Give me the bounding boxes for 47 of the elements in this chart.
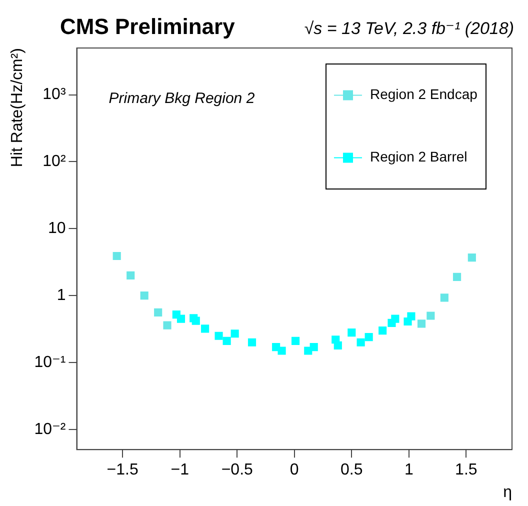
x-tick-label: 0.5	[340, 462, 363, 479]
legend-label: Region 2 Barrel	[370, 148, 468, 165]
point	[163, 321, 172, 330]
point	[364, 333, 373, 342]
x-tick-label: −1.5	[106, 462, 138, 479]
y-axis-title: Hit Rate(Hz/cm²)	[9, 48, 26, 168]
point	[214, 332, 223, 340]
point	[126, 271, 135, 280]
x-axis-title: η	[503, 484, 512, 501]
point	[140, 292, 148, 300]
annotation: Primary Bkg Region 2	[108, 90, 256, 107]
y-tick-label: 10²	[42, 153, 66, 170]
x-tick-label: −0.5	[221, 462, 254, 479]
x-tick-label: 0	[290, 462, 299, 479]
point	[468, 254, 476, 262]
y-tick-label: 1	[56, 286, 66, 304]
point	[378, 326, 387, 335]
point	[222, 336, 231, 345]
point	[334, 341, 342, 350]
point	[356, 338, 365, 346]
point	[348, 328, 356, 337]
point	[310, 343, 318, 352]
point	[112, 252, 121, 260]
y-tick-label: 10	[48, 220, 66, 238]
point	[452, 272, 462, 281]
x-tick-label: −1	[170, 462, 190, 479]
point	[154, 308, 162, 316]
point	[201, 324, 210, 333]
point	[248, 338, 256, 346]
point	[417, 320, 426, 328]
point	[278, 346, 286, 355]
x-tick-label: 1	[404, 462, 414, 479]
point	[407, 312, 416, 320]
y-tick-label: 10⁻²	[34, 420, 66, 438]
chart-subtitle: √s = 13 TeV, 2.3 fb⁻¹ (2018)	[304, 19, 514, 38]
chart-title: CMS Preliminary	[60, 14, 236, 39]
point	[426, 312, 435, 320]
y-tick-label: 10⁻¹	[34, 354, 66, 371]
point	[440, 294, 448, 302]
point	[192, 316, 200, 325]
y-tick-label: 10³	[42, 86, 66, 104]
legend-label: Region 2 Endcap	[370, 86, 478, 102]
point	[391, 314, 400, 323]
point	[291, 336, 300, 345]
x-tick-label: 1.5	[455, 462, 478, 479]
point	[176, 314, 186, 323]
point	[230, 330, 239, 338]
